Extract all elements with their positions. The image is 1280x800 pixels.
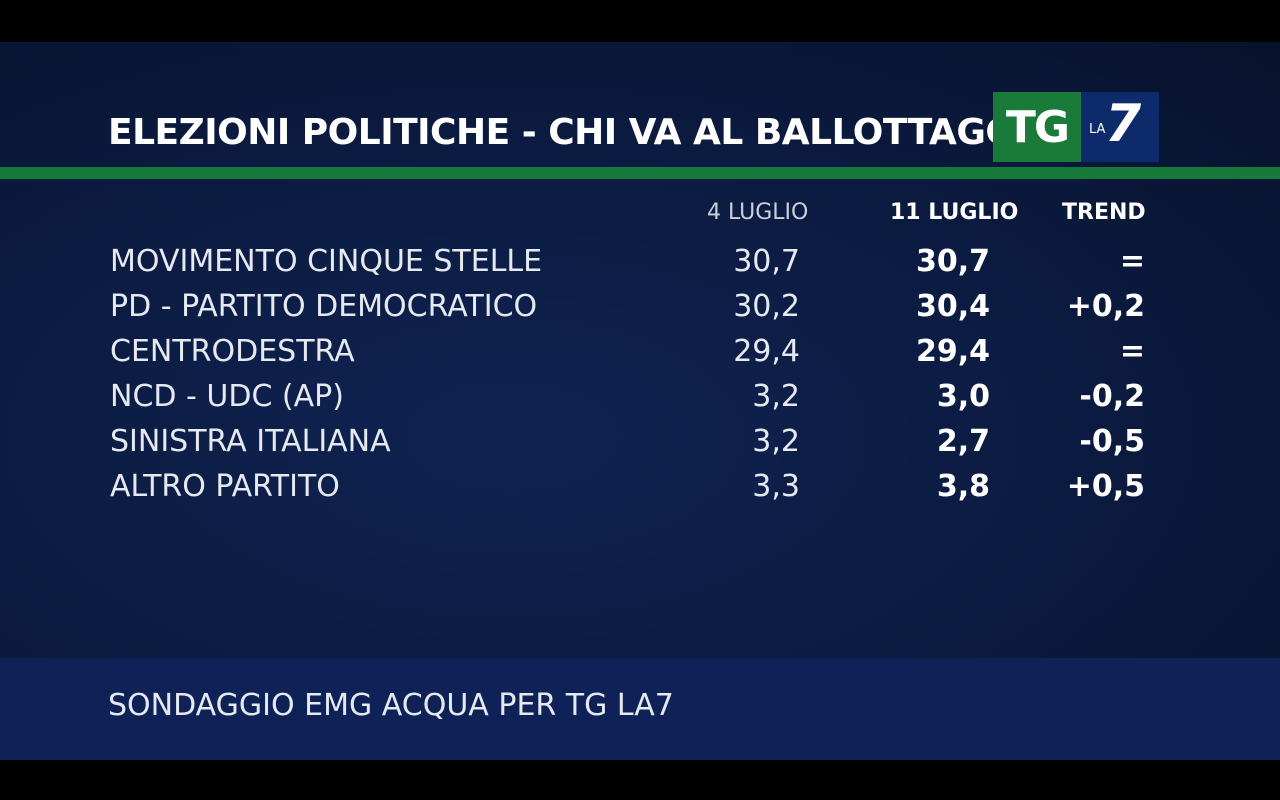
column-header-trend: TREND: [1062, 200, 1146, 225]
value-11-luglio: 30,4: [915, 289, 990, 324]
party-name: MOVIMENTO CINQUE STELLE: [110, 244, 543, 279]
value-11-luglio: 2,7: [936, 424, 990, 459]
page-title: ELEZIONI POLITICHE - CHI VA AL BALLOTTAG…: [108, 112, 1078, 153]
table-row: PD - PARTITO DEMOCRATICO 30,2 30,4 +0,2: [0, 289, 1280, 333]
value-4-luglio: 3,2: [752, 424, 800, 459]
divider-line: [0, 167, 1280, 179]
table-row: ALTRO PARTITO 3,3 3,8 +0,5: [0, 469, 1280, 513]
value-4-luglio: 3,3: [752, 469, 800, 504]
table-row: MOVIMENTO CINQUE STELLE 30,7 30,7 =: [0, 244, 1280, 288]
value-4-luglio: 30,7: [733, 244, 800, 279]
trend-value: -0,5: [1079, 424, 1145, 459]
logo-seven: 7: [1105, 94, 1142, 154]
value-11-luglio: 3,0: [936, 379, 990, 414]
value-11-luglio: 30,7: [915, 244, 990, 279]
value-4-luglio: 29,4: [733, 334, 800, 369]
column-header-4-luglio: 4 LUGLIO: [707, 200, 809, 225]
table-row: CENTRODESTRA 29,4 29,4 =: [0, 334, 1280, 378]
party-name: SINISTRA ITALIANA: [110, 424, 391, 459]
value-4-luglio: 3,2: [752, 379, 800, 414]
party-name: CENTRODESTRA: [110, 334, 355, 369]
table-row: NCD - UDC (AP) 3,2 3,0 -0,2: [0, 379, 1280, 423]
trend-value: +0,2: [1066, 289, 1145, 324]
value-4-luglio: 30,2: [733, 289, 800, 324]
logo-tg: TG: [993, 92, 1081, 162]
letterbox-bottom: [0, 760, 1280, 800]
trend-value: +0,5: [1066, 469, 1145, 504]
trend-value: =: [1119, 244, 1145, 279]
value-11-luglio: 29,4: [915, 334, 990, 369]
trend-value: =: [1119, 334, 1145, 369]
trend-value: -0,2: [1079, 379, 1145, 414]
footer-band: [0, 658, 1280, 760]
party-name: PD - PARTITO DEMOCRATICO: [110, 289, 538, 324]
letterbox-top: [0, 0, 1280, 42]
logo-la7: LA 7: [1081, 92, 1159, 162]
value-11-luglio: 3,8: [936, 469, 990, 504]
tg-la7-logo: TG LA 7: [993, 92, 1159, 162]
party-name: NCD - UDC (AP): [110, 379, 344, 414]
table-row: SINISTRA ITALIANA 3,2 2,7 -0,5: [0, 424, 1280, 468]
column-header-11-luglio: 11 LUGLIO: [890, 200, 1019, 225]
logo-la: LA: [1089, 122, 1106, 137]
source-caption: SONDAGGIO EMG ACQUA PER TG LA7: [108, 688, 674, 723]
party-name: ALTRO PARTITO: [110, 469, 340, 504]
